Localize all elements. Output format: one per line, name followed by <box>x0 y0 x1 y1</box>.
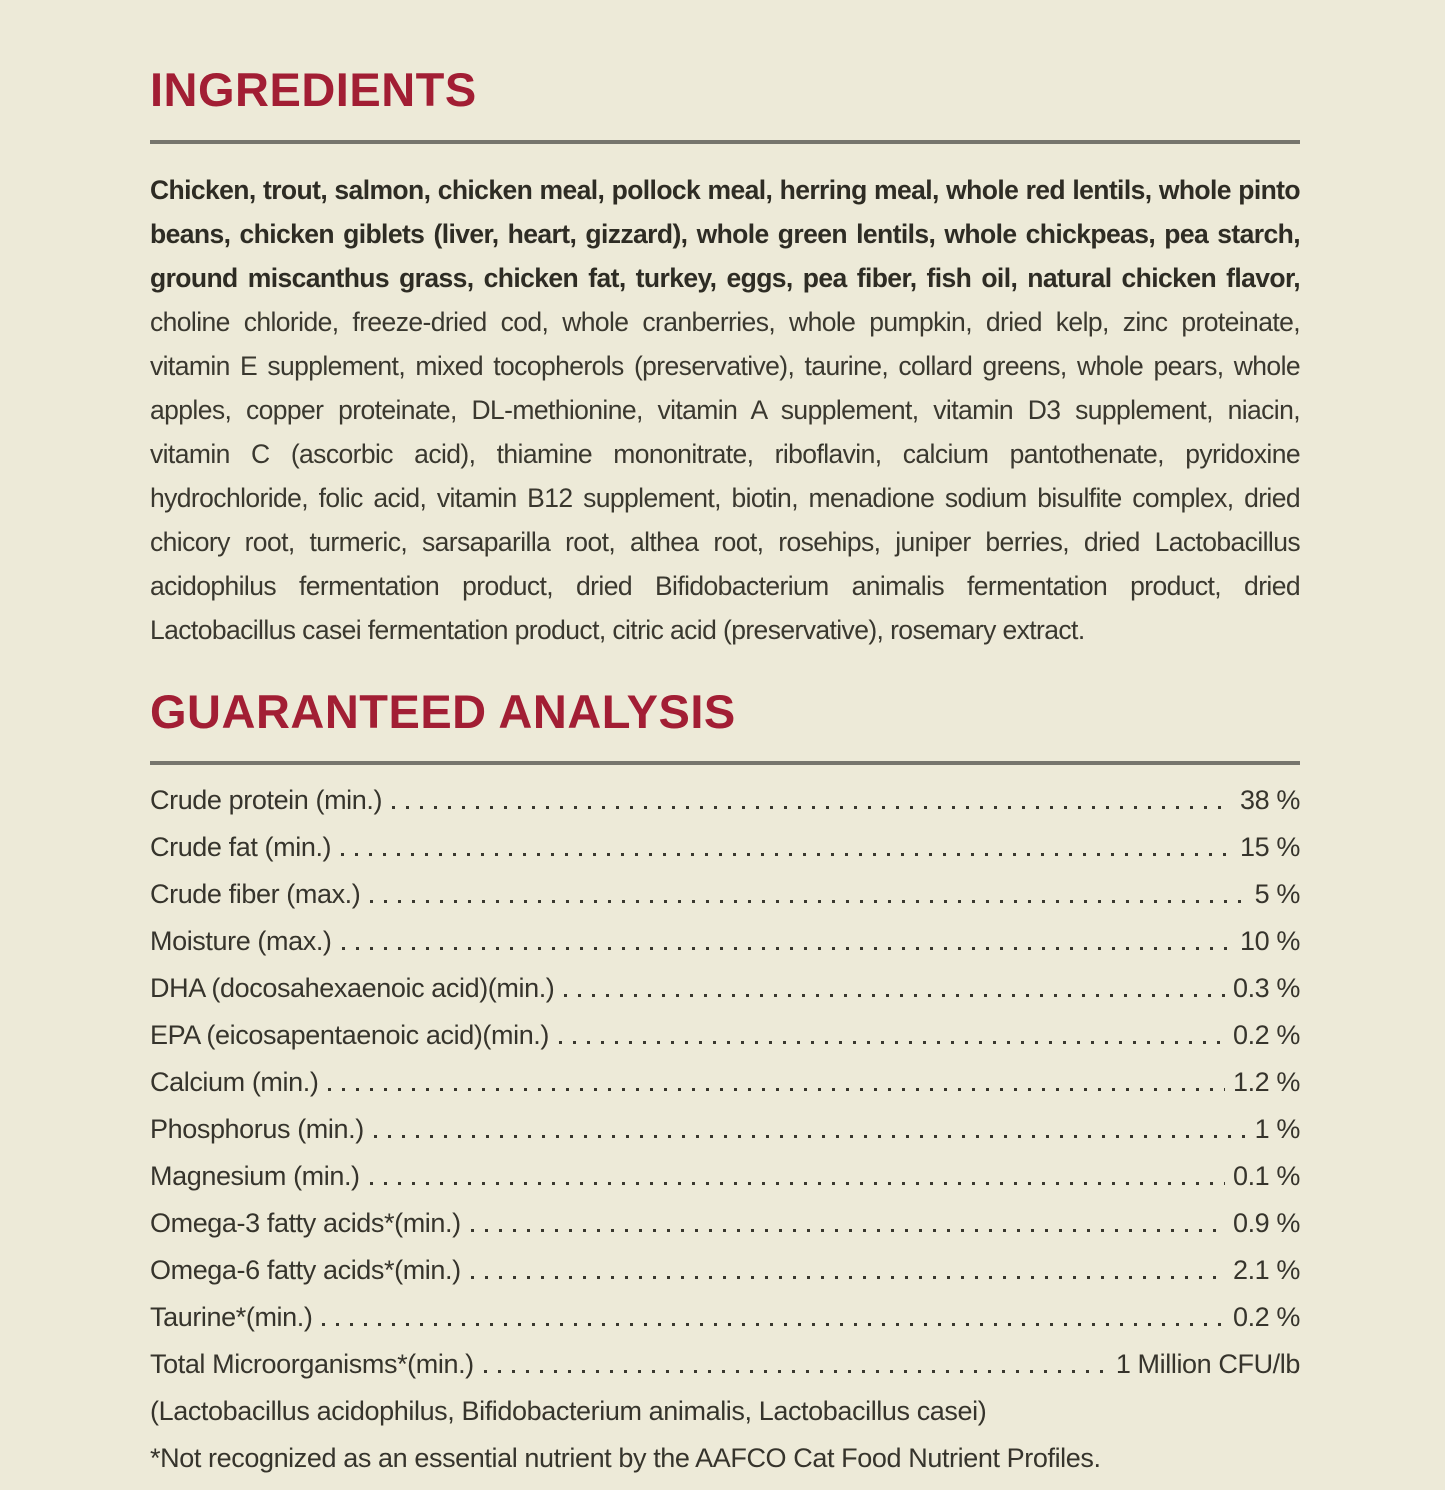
analysis-value: 0.1 % <box>1232 1161 1300 1192</box>
analysis-label: Crude fat (min.) <box>150 832 332 863</box>
analysis-value: 38 % <box>1240 785 1300 816</box>
analysis-label: Phosphorus (min.) <box>150 1114 364 1145</box>
ingredients-paragraph: Chicken, trout, salmon, chicken meal, po… <box>150 168 1301 652</box>
analysis-label: EPA (eicosapentaenoic acid)(min.) <box>150 1020 549 1051</box>
ingredients-primary-list: Chicken, trout, salmon, chicken meal, po… <box>150 174 1301 293</box>
table-row: Phosphorus (min.) 1 % <box>150 1114 1300 1161</box>
analysis-value: 0.9 % <box>1232 1208 1300 1239</box>
analysis-label: Calcium (min.) <box>150 1067 319 1098</box>
table-row: Crude fiber (max.) 5 % <box>150 879 1300 926</box>
analysis-value: 0.2 % <box>1232 1302 1300 1333</box>
table-row: Taurine*(min.) 0.2 % <box>150 1302 1300 1349</box>
guaranteed-analysis-title: GUARANTEED ANALYSIS <box>150 684 736 738</box>
table-row: Crude protein (min.) 38 % <box>150 785 1300 832</box>
table-row: Crude fat (min.) 15 % <box>150 832 1300 879</box>
species-note-text: (Lactobacillus acidophilus, Bifidobacter… <box>150 1396 987 1427</box>
guaranteed-analysis-table: Crude protein (min.) 38 % Crude fat (min… <box>150 785 1300 1490</box>
table-row: Omega-3 fatty acids*(min.) 0.9 % <box>150 1208 1300 1255</box>
analysis-label: Moisture (max.) <box>150 926 332 957</box>
table-row: Magnesium (min.) 0.1 % <box>150 1161 1300 1208</box>
analysis-value: 1.2 % <box>1232 1067 1300 1098</box>
analysis-label: Omega-6 fatty acids*(min.) <box>150 1255 461 1286</box>
guaranteed-analysis-rule <box>150 761 1300 766</box>
analysis-value: 2.1 % <box>1232 1255 1300 1286</box>
dot-leader <box>470 1229 1225 1233</box>
analysis-label: Crude protein (min.) <box>150 785 383 816</box>
analysis-value: 0.3 % <box>1232 973 1300 1004</box>
table-row: EPA (eicosapentaenoic acid)(min.) 0.2 % <box>150 1020 1300 1067</box>
table-row: DHA (docosahexaenoic acid)(min.) 0.3 % <box>150 973 1300 1020</box>
dot-leader <box>328 1088 1225 1092</box>
dot-leader <box>470 1276 1225 1280</box>
analysis-value: 0.2 % <box>1232 1020 1300 1051</box>
label-panel: INGREDIENTS Chicken, trout, salmon, chic… <box>150 63 1301 1473</box>
microorganism-species-note: (Lactobacillus acidophilus, Bifidobacter… <box>150 1396 1300 1443</box>
analysis-value: 15 % <box>1240 832 1300 863</box>
dot-leader <box>564 994 1225 998</box>
table-row: Calcium (min.) 1.2 % <box>150 1067 1300 1114</box>
dot-leader <box>373 1135 1247 1139</box>
dot-leader <box>341 853 1233 857</box>
analysis-label: Omega-3 fatty acids*(min.) <box>150 1208 461 1239</box>
analysis-label: Total Microorganisms*(min.) <box>150 1349 474 1380</box>
analysis-label: Taurine*(min.) <box>150 1302 313 1333</box>
dot-leader <box>559 1041 1225 1045</box>
dot-leader <box>483 1370 1108 1374</box>
ingredients-title: INGREDIENTS <box>150 63 477 116</box>
dot-leader <box>370 900 1247 904</box>
table-row: Total Microorganisms*(min.) 1 Million CF… <box>150 1349 1300 1396</box>
analysis-value: 1 Million CFU/lb <box>1115 1349 1301 1380</box>
table-row: Omega-6 fatty acids*(min.) 2.1 % <box>150 1255 1300 1302</box>
analysis-value: 1 % <box>1254 1114 1301 1145</box>
ingredients-secondary-list: choline chloride, freeze-dried cod, whol… <box>150 306 1301 645</box>
aafco-footnote: *Not recognized as an essential nutrient… <box>150 1443 1300 1490</box>
dot-leader <box>392 806 1233 810</box>
footnote-text: *Not recognized as an essential nutrient… <box>150 1443 1101 1474</box>
analysis-label: Crude fiber (max.) <box>150 879 361 910</box>
dot-leader <box>369 1182 1225 1186</box>
table-row: Moisture (max.) 10 % <box>150 926 1300 973</box>
analysis-label: Magnesium (min.) <box>150 1161 360 1192</box>
analysis-value: 10 % <box>1240 926 1300 957</box>
dot-leader <box>322 1323 1225 1327</box>
dot-leader <box>341 947 1233 951</box>
analysis-value: 5 % <box>1254 879 1301 910</box>
ingredients-rule <box>150 139 1300 144</box>
analysis-label: DHA (docosahexaenoic acid)(min.) <box>150 973 555 1004</box>
